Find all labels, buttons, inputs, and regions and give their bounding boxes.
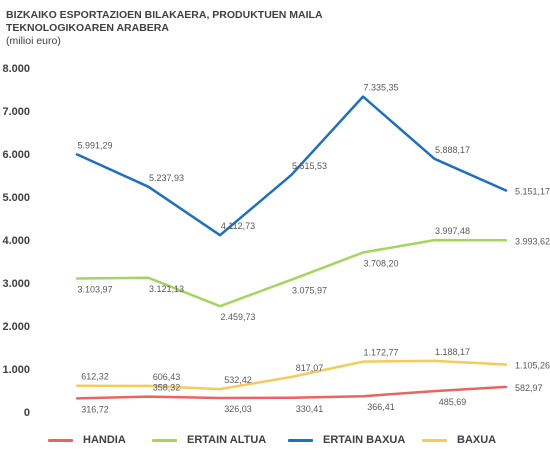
y-tick-label: 3.000 [2,278,30,290]
data-label: 5.515,53 [292,161,327,171]
data-label: 4.112,73 [221,221,255,231]
data-label: 366,41 [367,402,395,412]
legend-label-baxua: BAXUA [457,434,497,446]
data-label: 326,03 [224,404,252,414]
data-label: 606,43 [153,372,181,382]
series-line-ertain-baxua [75,95,508,237]
y-tick-label: 7.000 [2,106,30,118]
y-tick-label: 6.000 [2,149,30,161]
data-label: 3.997,48 [435,226,470,236]
legend-item-baxua: BAXUA [422,434,496,446]
data-label: 3.103,97 [77,285,112,295]
legend-swatch-ertain-altua [152,438,177,442]
data-label: 485,69 [439,397,467,407]
y-tick-label: 5.000 [2,192,30,204]
data-label: 3.121,13 [149,284,184,294]
legend-item-ertain-altua: ERTAIN ALTUA [152,434,266,446]
data-label: 5.237,93 [149,173,184,183]
chart-title-line-2: TEKNOLOGIKOAREN ARABERA [6,22,169,34]
data-label: 1.105,26 [515,361,550,371]
data-label: 358,32 [153,383,181,393]
data-label: 316,72 [81,404,109,414]
series-line-ertain-altua [75,238,508,308]
data-label: 817,07 [296,363,324,373]
legend-item-handia: HANDIA [48,434,126,446]
data-label: 1.172,77 [363,348,398,358]
data-label: 612,32 [81,372,109,382]
legend-swatch-ertain-baxua [288,438,313,442]
legend-item-ertain-baxua: ERTAIN BAXUA [288,434,405,446]
y-tick-label: 2.000 [2,321,30,333]
line-chart: 0 1.000 2.000 3.000 4.000 5.000 6.000 7.000 8.00… [2,63,550,419]
y-tick-label: 8.000 [2,63,30,75]
chart-title-line-1: BIZKAIKO ESPORTAZIOEN BILAKAERA, PRODUKT… [6,9,323,21]
data-label: 3.993,62 [515,236,550,246]
legend-label-ertain-altua: ERTAIN ALTUA [187,434,267,446]
data-label: 5.991,29 [77,140,112,150]
legend-label-ertain-baxua: ERTAIN BAXUA [323,434,406,446]
data-label: 532,42 [224,375,252,385]
data-label: 1.188,17 [435,347,470,357]
y-tick-label: 1.000 [2,364,30,376]
data-label: 2.459,73 [220,312,255,322]
legend-swatch-baxua [422,438,447,442]
data-label: 5.888,17 [435,145,470,155]
data-label: 7.335,35 [363,83,398,93]
series-line-handia [75,385,508,400]
data-label: 3.075,97 [292,286,327,296]
data-label: 582,97 [515,383,543,393]
chart-subtitle: (milioi euro) [6,35,61,47]
data-label: 3.708,20 [363,259,398,269]
data-label: 330,41 [296,404,324,414]
legend-label-handia: HANDIA [83,434,126,446]
legend: HANDIA ERTAIN ALTUA ERTAIN BAXUA BAXUA [0,434,550,450]
y-tick-label: 4.000 [2,235,30,247]
legend-swatch-handia [48,438,73,442]
series-line-baxua [75,359,508,391]
data-label: 5.151,17 [515,187,550,197]
y-tick-label: 0 [24,407,30,419]
